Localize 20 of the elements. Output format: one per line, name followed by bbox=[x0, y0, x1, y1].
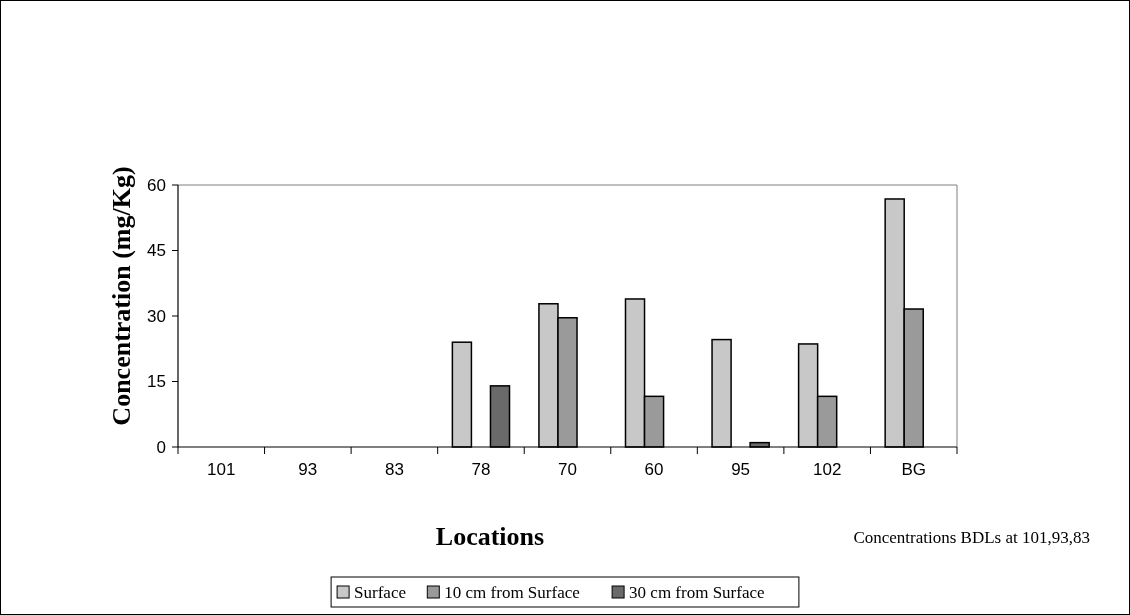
y-tick-label: 0 bbox=[156, 437, 166, 457]
x-tick-label: 60 bbox=[644, 460, 664, 479]
legend-label: Surface bbox=[354, 583, 407, 602]
legend-label: 30 cm from Surface bbox=[629, 583, 765, 602]
y-axis-title: Concentration (mg/Kg) bbox=[107, 166, 136, 426]
x-tick-label: 70 bbox=[558, 460, 577, 479]
x-tick-label: 93 bbox=[298, 460, 318, 479]
y-tick-label: 30 bbox=[147, 306, 166, 326]
x-axis-title: Locations bbox=[435, 522, 545, 551]
legend-label: 10 cm from Surface bbox=[444, 583, 580, 602]
x-tick-label: BG bbox=[901, 460, 926, 479]
y-tick-label: 60 bbox=[147, 175, 166, 195]
x-tick-label: 101 bbox=[207, 460, 236, 479]
text: Concentrations BDLs at 101,93,83 bbox=[853, 528, 1090, 547]
x-tick-label: 102 bbox=[812, 460, 842, 479]
y-tick-label: 45 bbox=[147, 241, 166, 261]
x-tick-label: 83 bbox=[384, 460, 404, 479]
x-tick-label: 95 bbox=[731, 460, 751, 479]
y-tick-label: 15 bbox=[147, 372, 166, 392]
x-tick-label: 78 bbox=[471, 460, 491, 479]
